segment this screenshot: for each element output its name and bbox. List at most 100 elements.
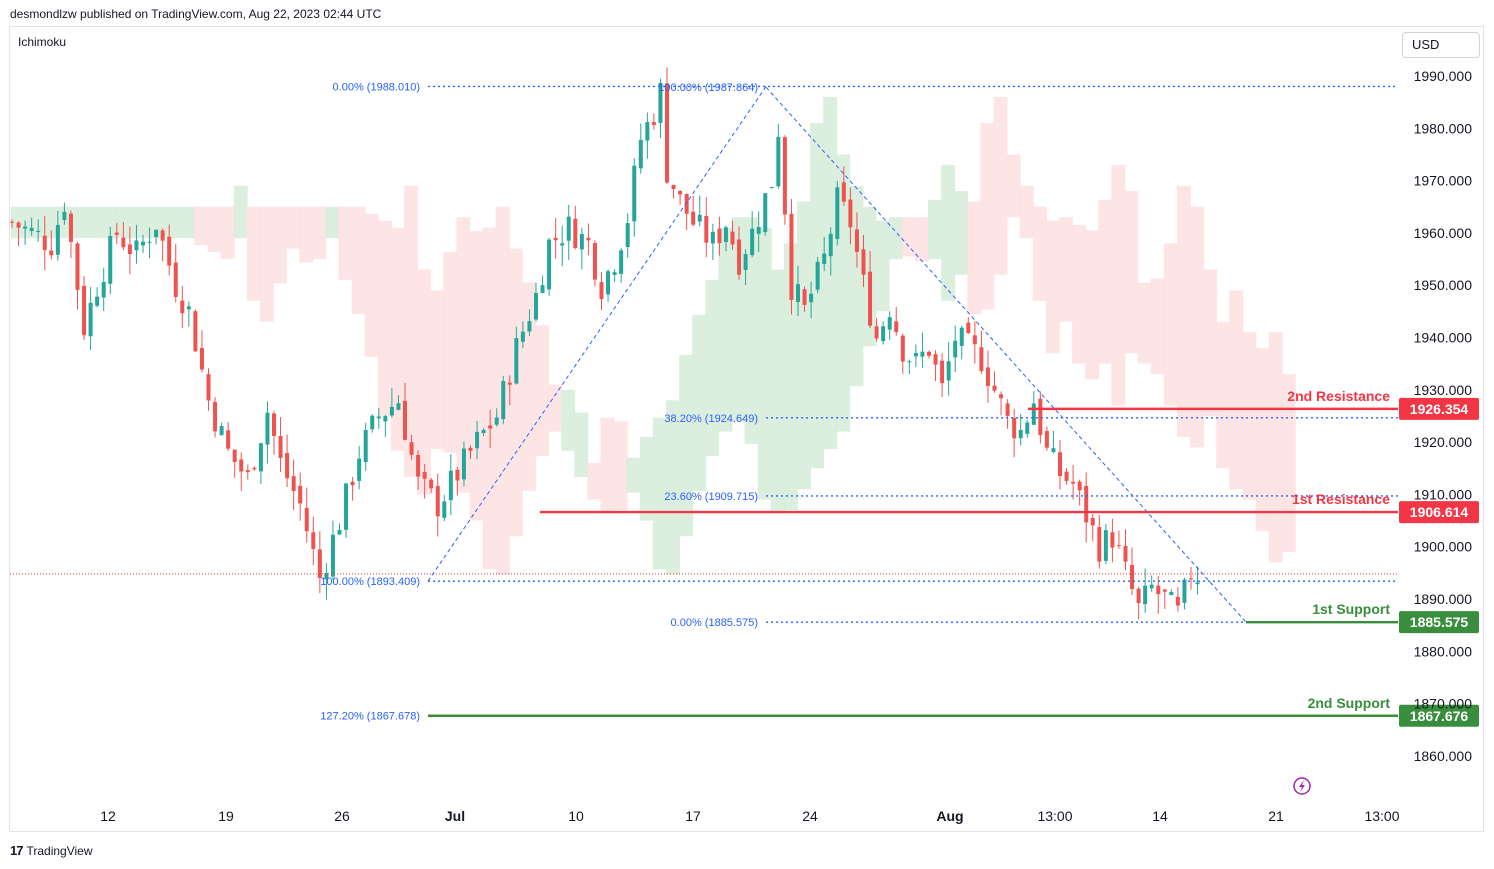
y-tick-label: 1930.000 [1414,382,1473,398]
bear-cloud-segment [1216,321,1231,469]
candle-down [992,385,997,391]
indicator-label[interactable]: Ichimoku [18,35,67,49]
y-tick-label: 1910.000 [1414,486,1473,502]
candle-down [49,250,54,256]
footer-brand-label: TradingView [26,843,93,858]
y-tick-label: 1870.000 [1414,696,1473,712]
candle-up [887,317,892,330]
candle-up [625,223,630,247]
candle-up [186,306,191,310]
candle-down [1064,471,1069,481]
bull-cloud-segment [37,206,52,239]
candle-up [147,241,152,243]
candle-down [272,413,276,436]
level-label: 1st Support [1312,601,1390,617]
bear-cloud-segment [1124,191,1139,354]
currency-selector[interactable]: USD [1402,32,1480,58]
level-price-badge [1399,704,1479,727]
level-price-badge-text: 1906.614 [1410,504,1469,520]
candle-up [29,227,34,232]
y-tick-label: 1900.000 [1414,539,1473,555]
candle-up [953,340,958,358]
level-label: 2nd Support [1308,695,1391,711]
candle-down [671,184,676,190]
y-tick-label: 1970.000 [1414,173,1473,189]
candle-down [573,218,578,248]
candle-up [141,241,145,246]
bull-cloud-segment [142,206,156,239]
x-tick-label: 17 [685,808,701,824]
bear-cloud-segment [1163,243,1178,406]
candle-up [566,216,571,241]
candle-up [23,226,28,229]
bear-cloud-segment [901,217,916,257]
bear-cloud-segment [993,96,1008,275]
candle-up [134,240,139,251]
bull-cloud-segment [849,185,864,387]
level-price-badge-text: 1926.354 [1410,401,1469,417]
candle-up [1149,584,1154,589]
bear-cloud-segment [312,206,327,260]
candle-down [455,469,460,481]
bear-cloud-segment [1019,185,1034,239]
candle-down [468,447,473,451]
candle-up [835,187,840,240]
bear-cloud-segment [456,217,471,493]
candle-down [1012,417,1017,439]
candle-down [599,282,604,300]
lightning-icon[interactable] [1293,777,1311,795]
candle-down [409,442,414,455]
bull-cloud-segment [888,217,903,260]
bull-cloud-segment [718,227,733,432]
bear-cloud-segment [1137,282,1152,364]
candle-up [88,302,93,337]
candle-down [730,231,735,245]
candle-down [717,228,722,244]
bull-cloud-segment [626,457,641,493]
candle-down [1156,585,1161,595]
bear-cloud-segment [980,123,995,310]
fib-label: 23.60% (1909.715) [664,491,758,503]
bear-cloud-segment [1229,290,1244,490]
candle-up [1051,448,1056,452]
candle-down [1005,403,1010,416]
candle-down [16,222,21,228]
candle-down [553,237,558,241]
bear-cloud-segment [364,213,379,357]
candle-down [782,137,787,215]
candle-up [822,253,827,264]
candle-down [160,230,165,241]
x-tick-label: 14 [1152,808,1168,824]
candle-up [383,416,388,422]
bear-cloud-segment [469,231,484,521]
candle-up [154,229,159,238]
candle-up [1169,591,1174,596]
candle-up [337,529,342,535]
bull-cloud-segment [639,436,654,521]
bear-cloud-segment [587,463,602,500]
bull-cloud-segment [652,417,667,570]
footer-brand[interactable]: 17 TradingView [10,843,93,858]
candle-up [769,187,774,189]
candle-down [1038,398,1043,435]
bull-cloud-segment [128,206,143,239]
candle-up [95,296,100,306]
y-tick-label: 1960.000 [1414,225,1473,241]
candle-up [389,406,394,416]
tradingview-logo-icon: 17 [10,843,24,858]
candle-up [1182,579,1187,603]
candle-up [697,214,702,222]
candle-down [127,244,132,255]
bear-cloud-segment [967,201,982,314]
candle-down [999,394,1004,399]
y-tick-label: 1880.000 [1414,643,1473,659]
bull-cloud-segment [181,206,196,239]
y-tick-label: 1950.000 [1414,277,1473,293]
candles [10,67,1398,620]
candle-down [841,182,846,202]
fib-label: 100.00% (1893.409) [320,576,420,588]
bear-cloud-segment [286,206,301,249]
bear-cloud-segment [1255,347,1270,532]
bear-cloud-segment [390,227,405,451]
